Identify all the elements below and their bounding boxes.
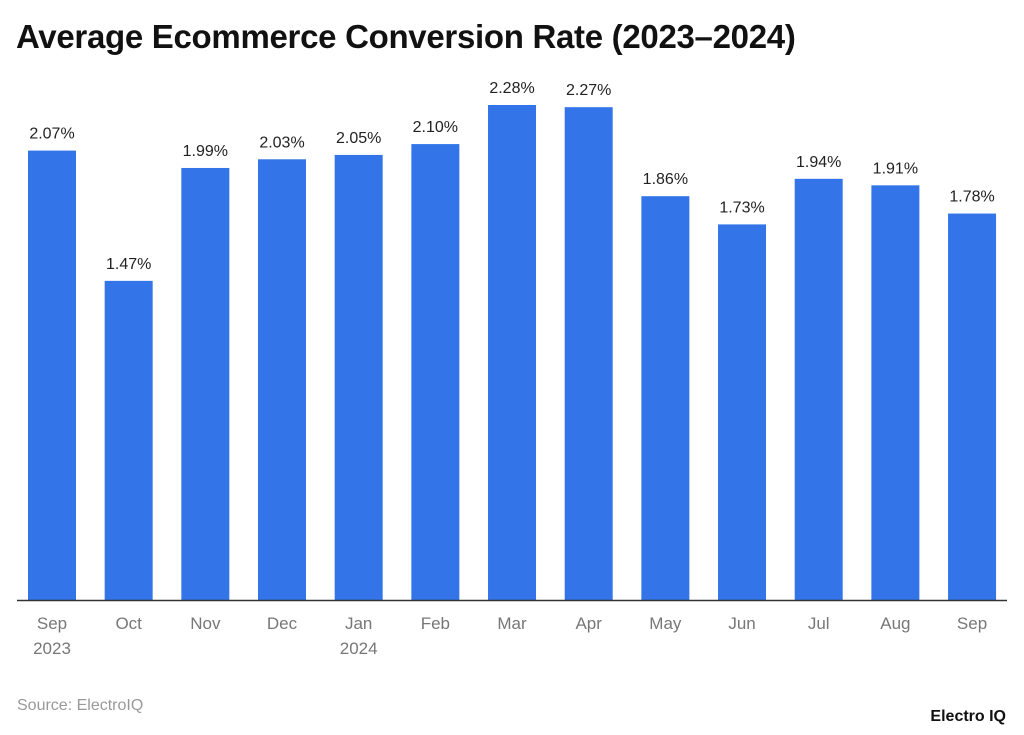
- bar: [794, 178, 843, 600]
- bar: [181, 167, 230, 601]
- bar: [258, 159, 307, 601]
- x-tick-label: Sep: [957, 614, 987, 633]
- bar: [564, 107, 613, 600]
- bar: [718, 224, 767, 600]
- bar: [948, 213, 997, 601]
- data-label: 2.05%: [336, 130, 381, 147]
- data-label: 1.86%: [643, 171, 688, 188]
- bar: [411, 144, 460, 600]
- x-tick-label: Sep 2023: [33, 614, 71, 658]
- x-tick-label: Jan 2024: [340, 614, 378, 658]
- data-label: 1.99%: [183, 143, 228, 160]
- bar: [28, 150, 76, 600]
- bar: [641, 196, 690, 600]
- bar: [488, 105, 537, 600]
- brand-logo: Electro IQ: [930, 708, 1006, 725]
- data-label: 2.10%: [413, 119, 458, 136]
- data-label: 2.03%: [259, 134, 304, 151]
- data-label: 1.91%: [873, 160, 918, 177]
- x-tick-label: May: [649, 614, 682, 633]
- bar: [334, 154, 383, 600]
- data-label: 1.78%: [949, 189, 994, 206]
- x-tick-label: Feb: [421, 614, 450, 633]
- x-tick-label: Dec: [267, 614, 298, 633]
- bar: [871, 185, 920, 600]
- x-tick-label: Mar: [497, 614, 527, 633]
- x-tick-label: Jul: [808, 614, 830, 633]
- chart-title: Average Ecommerce Conversion Rate (2023–…: [16, 18, 796, 55]
- data-label: 1.47%: [106, 256, 151, 273]
- data-label: 1.73%: [719, 199, 764, 216]
- x-tick-label: Aug: [880, 614, 910, 633]
- bar: [104, 280, 153, 600]
- source-note: Source: ElectroIQ: [17, 697, 144, 714]
- x-tick-label: Nov: [190, 614, 221, 633]
- data-label: 1.94%: [796, 154, 841, 171]
- x-tick-label: Apr: [575, 614, 602, 633]
- x-tick-label: Oct: [115, 614, 142, 633]
- data-label: 2.27%: [566, 82, 611, 99]
- data-label: 2.28%: [489, 80, 534, 97]
- data-label: 2.07%: [29, 126, 74, 143]
- x-tick-label: Jun: [728, 614, 755, 633]
